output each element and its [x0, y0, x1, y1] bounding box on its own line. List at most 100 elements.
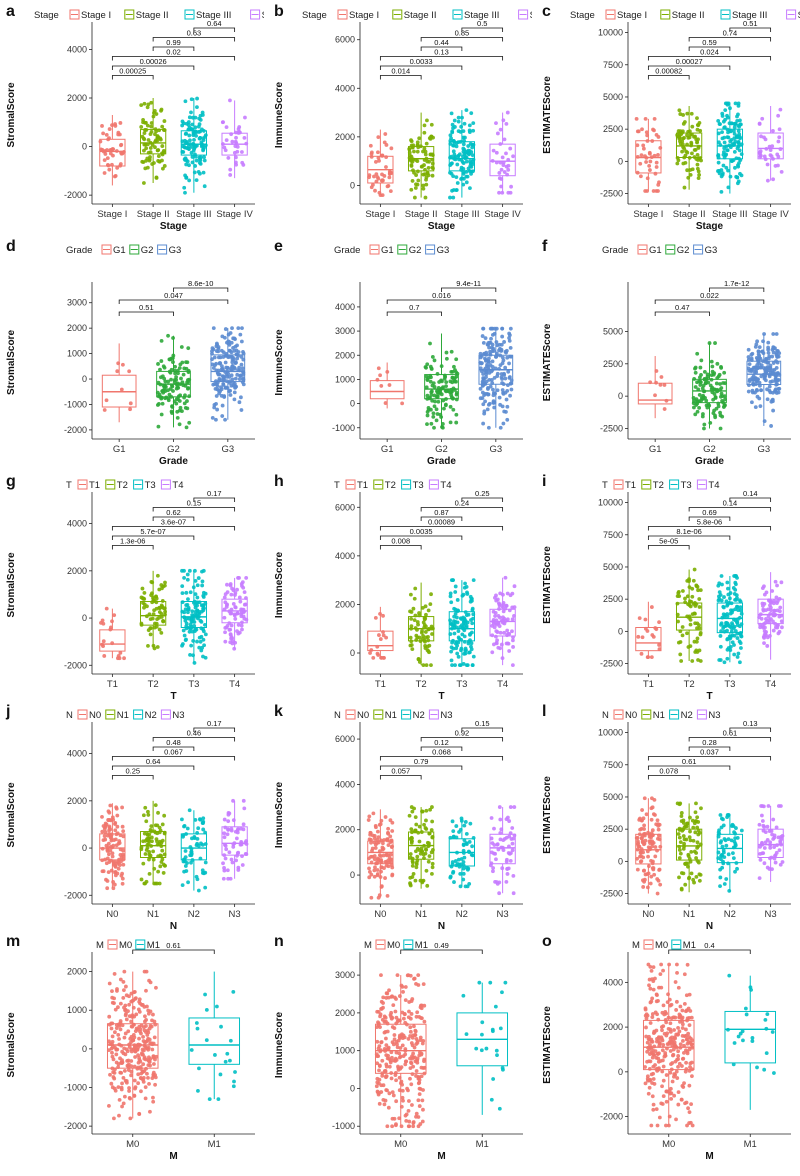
data-point — [244, 596, 248, 600]
data-point — [100, 642, 105, 647]
data-point — [725, 135, 730, 140]
data-point — [387, 383, 392, 387]
data-point — [460, 176, 464, 181]
data-point — [142, 831, 147, 836]
data-point — [461, 662, 466, 666]
comparison-bracket: 0.078 — [647, 767, 690, 780]
data-point — [456, 608, 461, 613]
data-point — [383, 815, 388, 819]
data-point — [688, 622, 693, 627]
data-point — [158, 864, 163, 869]
data-point — [401, 1016, 406, 1021]
data-point — [694, 819, 699, 824]
data-point — [222, 817, 227, 822]
y-tick-label: 0 — [618, 391, 623, 401]
data-point — [681, 589, 685, 593]
data-point — [449, 600, 454, 605]
legend-title: N — [66, 710, 73, 721]
data-point — [417, 611, 421, 615]
data-point — [765, 178, 770, 183]
box-group-g3 — [746, 332, 782, 428]
data-point — [508, 381, 513, 386]
data-point — [100, 124, 104, 128]
data-point — [696, 169, 701, 174]
data-point — [423, 630, 428, 634]
data-point — [100, 846, 105, 851]
data-point — [680, 625, 685, 629]
data-point — [642, 796, 647, 801]
box-group-stage-iii — [716, 101, 744, 194]
data-point — [716, 131, 721, 136]
data-point — [495, 597, 500, 602]
data-point — [116, 1005, 120, 1010]
data-point — [494, 593, 498, 598]
data-point — [110, 989, 114, 994]
data-point — [153, 139, 157, 144]
p-value: 5.8e-06 — [697, 518, 722, 527]
data-point — [379, 858, 384, 862]
data-point — [493, 611, 498, 615]
data-point — [721, 817, 725, 822]
data-point — [122, 1046, 127, 1051]
data-point — [114, 149, 119, 153]
bracket-line — [647, 56, 772, 61]
data-point — [119, 150, 123, 155]
data-point — [437, 380, 442, 384]
data-point — [239, 842, 244, 847]
data-point — [159, 108, 163, 113]
data-point — [118, 977, 123, 982]
data-point — [148, 1063, 152, 1068]
data-point — [410, 145, 415, 150]
data-point — [430, 161, 435, 166]
data-point — [141, 118, 145, 122]
data-point — [761, 823, 766, 828]
data-point — [229, 350, 234, 355]
data-point — [414, 865, 419, 870]
legend-label: G3 — [705, 245, 718, 256]
data-point — [151, 1012, 155, 1017]
box-group-n0 — [634, 796, 663, 896]
data-point — [704, 398, 709, 403]
data-point — [442, 406, 446, 411]
data-point — [407, 1009, 411, 1014]
data-point — [722, 403, 727, 408]
data-point — [116, 866, 121, 871]
data-point — [491, 618, 496, 622]
data-point — [431, 381, 436, 386]
legend-title: Grade — [66, 245, 92, 256]
data-point — [676, 640, 681, 645]
data-point — [685, 594, 690, 599]
data-point — [416, 656, 421, 661]
legend-key-m0 — [375, 939, 386, 950]
data-point — [695, 859, 700, 863]
data-point — [108, 803, 113, 808]
data-point — [157, 128, 162, 133]
data-point — [638, 174, 643, 179]
data-point — [444, 350, 449, 355]
data-point — [507, 339, 512, 343]
data-point — [461, 843, 466, 848]
data-point — [686, 852, 691, 857]
y-tick-label: 2500 — [603, 594, 623, 604]
data-point — [768, 856, 772, 861]
data-point — [769, 424, 773, 428]
data-point — [127, 1089, 131, 1093]
y-tick-label: 1000 — [335, 1046, 355, 1056]
data-point — [163, 609, 167, 614]
y-axis-label: StromalScore — [6, 330, 17, 395]
data-point — [487, 401, 492, 406]
data-point — [721, 381, 726, 385]
x-tick-label: Stage IV — [484, 209, 521, 220]
y-tick-label: 2000 — [67, 566, 87, 576]
data-point — [156, 402, 161, 406]
data-point — [191, 142, 196, 147]
data-point — [727, 888, 732, 893]
legend-label: N1 — [385, 710, 397, 721]
data-point — [110, 619, 114, 624]
data-point — [422, 1071, 427, 1076]
legend-key-stage-i — [337, 9, 348, 20]
data-point — [196, 576, 201, 580]
data-point — [367, 866, 371, 871]
data-point — [132, 1093, 137, 1098]
data-point — [411, 606, 416, 611]
